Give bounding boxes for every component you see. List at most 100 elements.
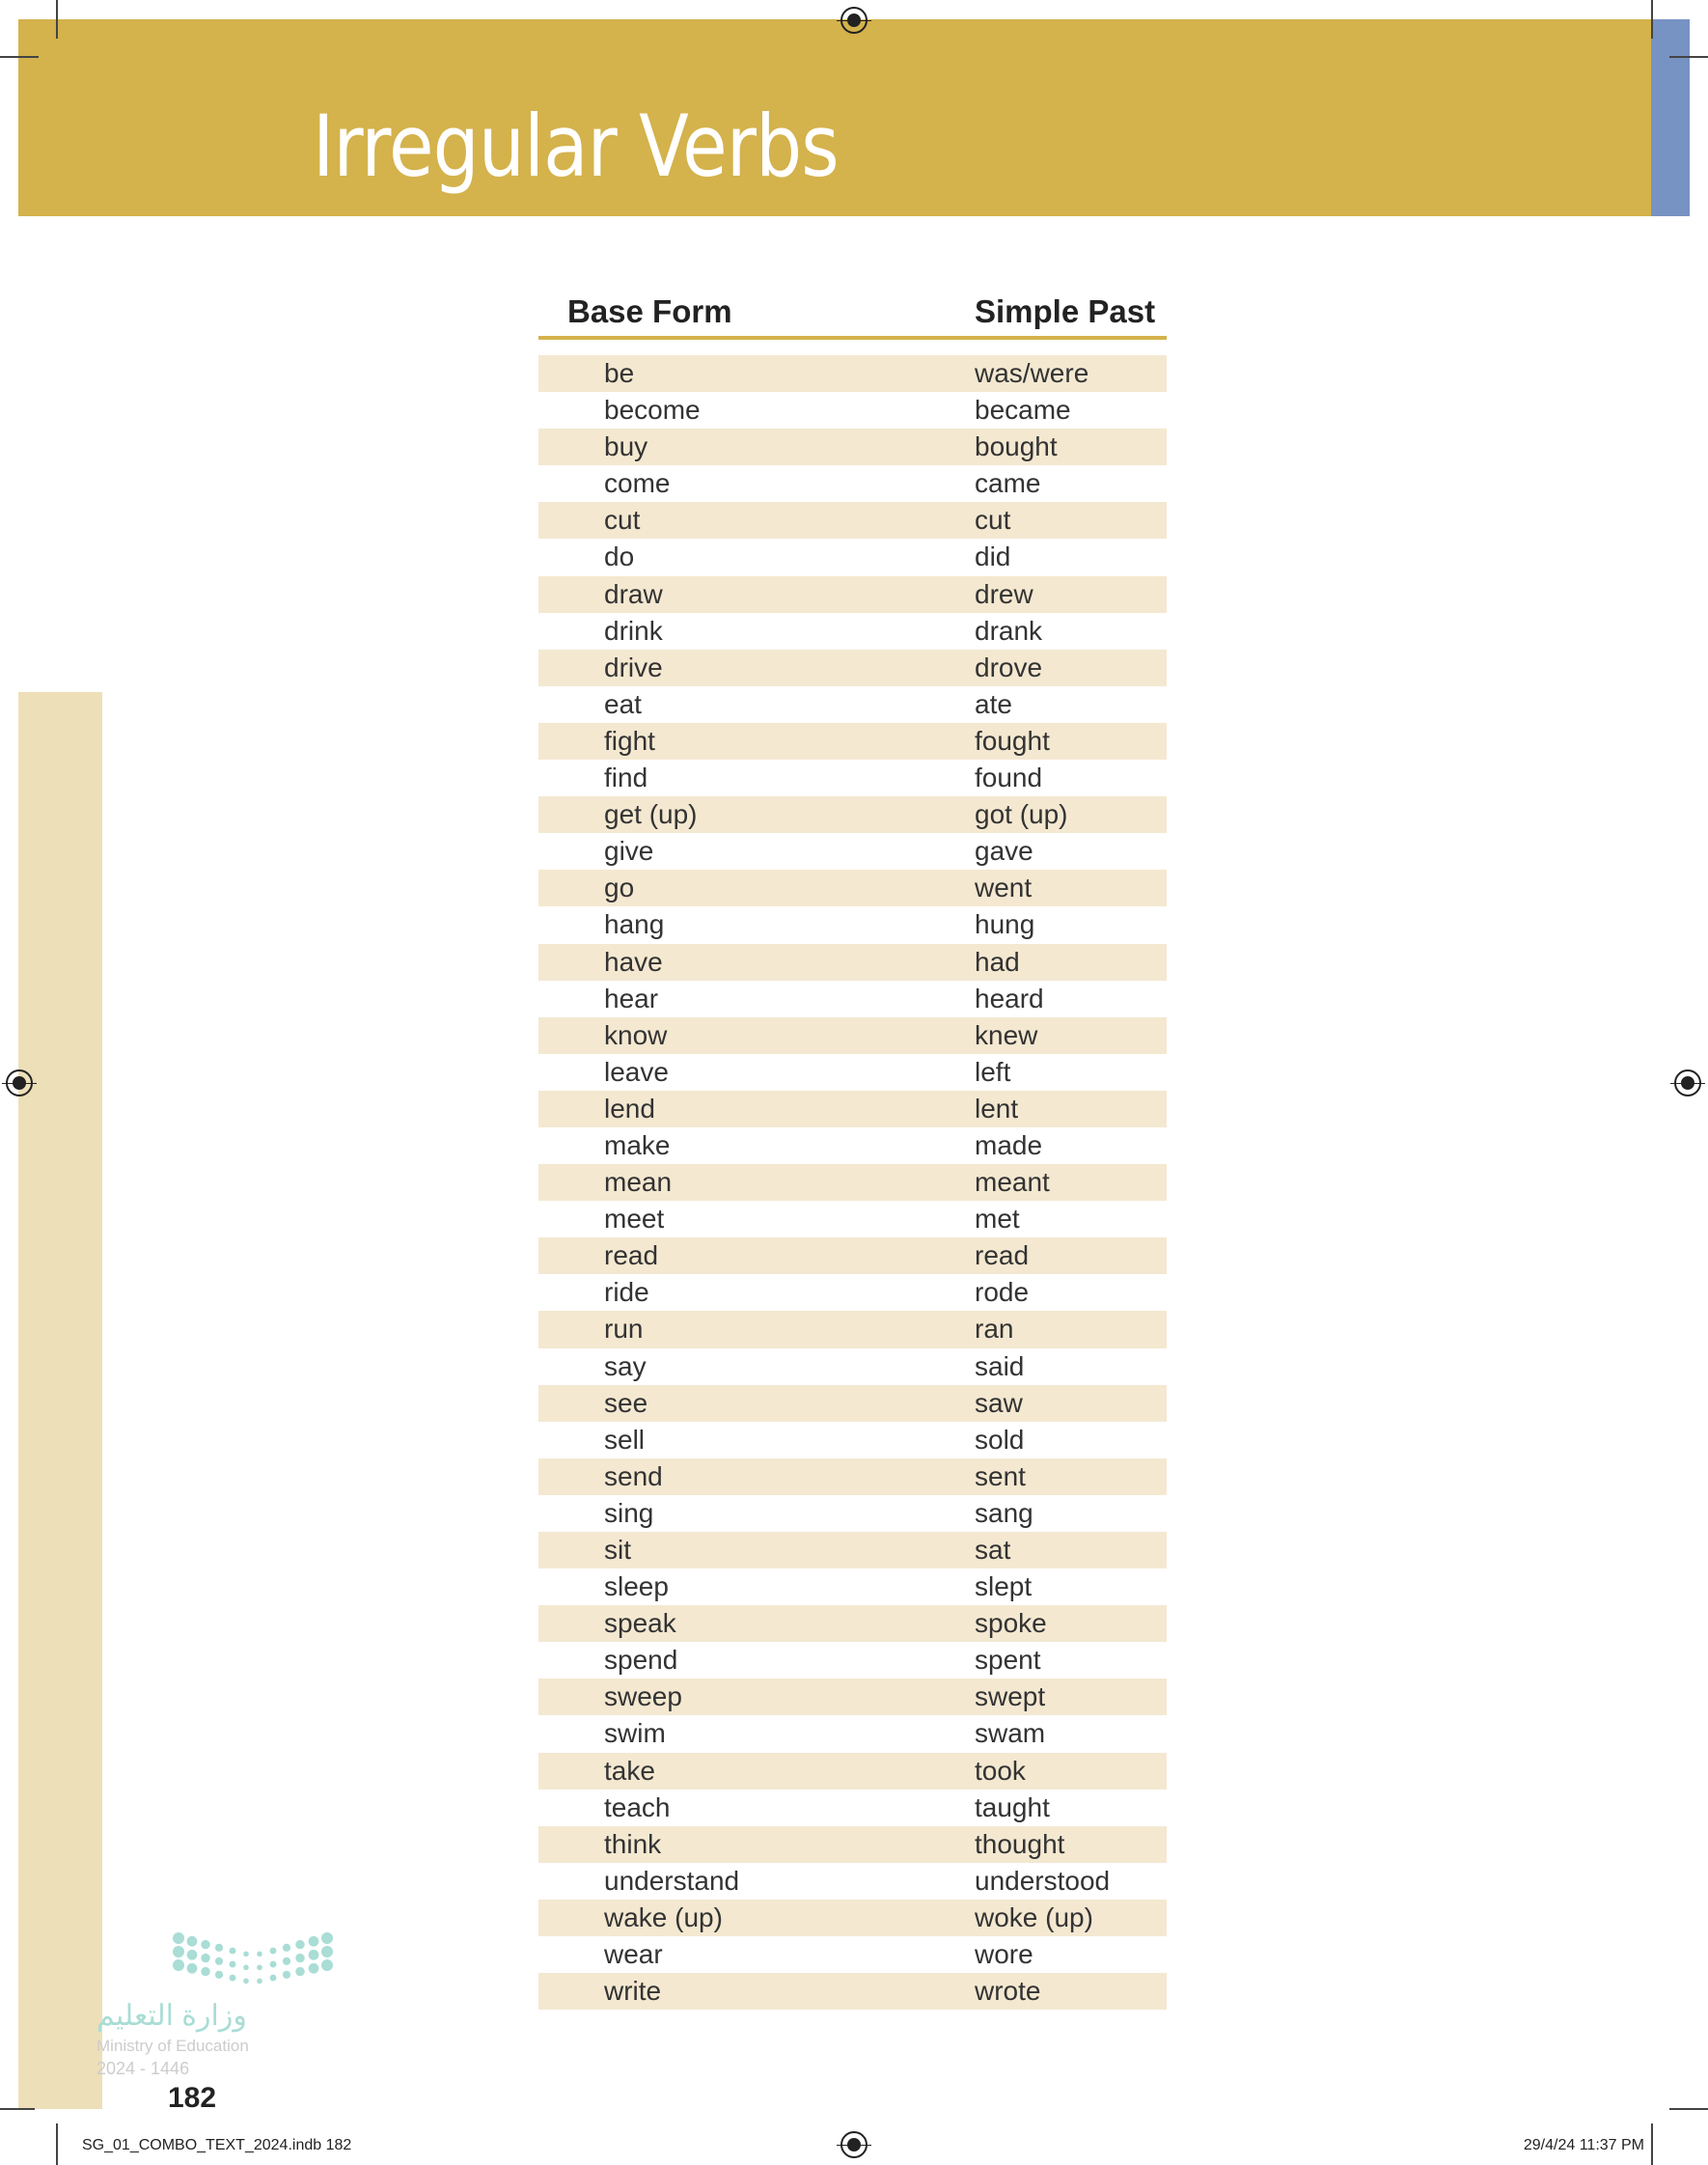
simple-past-cell: fought	[975, 725, 1050, 756]
simple-past-cell: slept	[975, 1571, 1033, 1602]
watermark-arabic: وزارة التعليم	[96, 2000, 247, 2032]
simple-past-cell: found	[975, 763, 1043, 793]
table-row: sell sold	[538, 1422, 1167, 1458]
table-row: sit sat	[538, 1532, 1167, 1569]
table-row: take took	[538, 1752, 1167, 1790]
simple-past-cell: ate	[975, 688, 1012, 719]
page-title: Irregular Verbs	[313, 97, 840, 196]
base-form-cell: go	[604, 873, 635, 903]
logo-dot	[282, 1970, 291, 1979]
logo-dot	[229, 1974, 236, 1982]
base-form-cell: drink	[604, 615, 663, 646]
table-row: understand understood	[538, 1863, 1167, 1900]
base-form-cell: hang	[604, 909, 665, 940]
simple-past-cell: became	[975, 395, 1071, 426]
table-row: think thought	[538, 1825, 1167, 1863]
crop-mark	[0, 2108, 35, 2110]
base-form-cell: say	[604, 1350, 647, 1381]
base-form-cell: wake (up)	[604, 1901, 723, 1932]
simple-past-cell: ran	[975, 1314, 1014, 1345]
logo-dot	[214, 1943, 224, 1952]
base-form-cell: think	[604, 1828, 662, 1859]
table-header: Base Form Simple Past	[538, 290, 1167, 340]
watermark-english: Ministry of Education	[96, 2037, 249, 2055]
table-row: ride rode	[538, 1274, 1167, 1311]
table-row: send sent	[538, 1457, 1167, 1495]
logo-dot	[269, 1960, 277, 1968]
simple-past-cell: sold	[975, 1424, 1025, 1455]
table-row: spend spent	[538, 1642, 1167, 1679]
table-row: sleep slept	[538, 1568, 1167, 1605]
table-row: run ran	[538, 1311, 1167, 1348]
logo-dot	[186, 1935, 198, 1947]
logo-dot	[186, 1949, 198, 1960]
table-row: leave left	[538, 1054, 1167, 1091]
base-form-cell: sing	[604, 1497, 654, 1528]
simple-past-cell: came	[975, 468, 1041, 499]
simple-past-cell: drove	[975, 652, 1043, 682]
simple-past-cell: sang	[975, 1497, 1033, 1528]
base-form-cell: eat	[604, 688, 642, 719]
header-base-form: Base Form	[567, 293, 732, 329]
simple-past-cell: made	[975, 1129, 1043, 1160]
logo-dot	[229, 1947, 236, 1955]
base-form-cell: mean	[604, 1167, 673, 1198]
table-row: wear wore	[538, 1936, 1167, 1973]
table-row: say said	[538, 1348, 1167, 1385]
footer-date: 29/4/24 11:37 PM	[1523, 2137, 1644, 2153]
table-row: sweep swept	[538, 1679, 1167, 1716]
base-form-cell: take	[604, 1755, 655, 1786]
table-body: be was/were become became buy bought come came c…	[538, 355, 1167, 2011]
blue-tab	[1651, 19, 1690, 216]
simple-past-cell: woke (up)	[975, 1901, 1093, 1932]
base-form-cell: meet	[604, 1204, 665, 1235]
table-row: fight fought	[538, 722, 1167, 761]
simple-past-cell: drew	[975, 578, 1033, 609]
logo-dot	[257, 1964, 262, 1971]
logo-dot	[229, 1960, 236, 1968]
watermark-year: 2024 - 1446	[96, 2059, 190, 2078]
base-form-cell: draw	[604, 578, 663, 609]
table-row: have had	[538, 943, 1167, 981]
table-row: drink drank	[538, 613, 1167, 650]
table-row: draw drew	[538, 575, 1167, 613]
simple-past-cell: went	[975, 873, 1033, 903]
crop-mark	[0, 56, 39, 58]
base-form-cell: hear	[604, 983, 659, 1013]
simple-past-cell: got (up)	[975, 799, 1068, 830]
logo-dot	[173, 1959, 184, 1971]
simple-past-cell: left	[975, 1056, 1011, 1087]
simple-past-cell: taught	[975, 1791, 1050, 1822]
logo-dot	[214, 1970, 224, 1979]
simple-past-cell: meant	[975, 1167, 1050, 1198]
base-form-cell: send	[604, 1460, 663, 1491]
page-number: 182	[168, 2082, 217, 2114]
logo-dot	[243, 1964, 249, 1971]
logo-dot	[186, 1962, 198, 1974]
simple-past-cell: swept	[975, 1681, 1046, 1712]
base-form-cell: become	[604, 395, 701, 426]
base-form-cell: sit	[604, 1535, 631, 1565]
simple-past-cell: swam	[975, 1718, 1046, 1749]
table-row: find found	[538, 760, 1167, 796]
base-form-cell: write	[604, 1976, 662, 2007]
simple-past-cell: heard	[975, 983, 1044, 1013]
base-form-cell: speak	[604, 1608, 676, 1639]
base-form-cell: have	[604, 946, 663, 977]
base-form-cell: run	[604, 1314, 644, 1345]
simple-past-cell: thought	[975, 1828, 1065, 1859]
logo-dot	[173, 1946, 184, 1957]
base-form-cell: be	[604, 358, 635, 388]
logo-dot	[243, 1951, 249, 1957]
table-row: eat ate	[538, 686, 1167, 723]
base-form-cell: fight	[604, 725, 655, 756]
table-row: swim swam	[538, 1715, 1167, 1752]
base-form-cell: ride	[604, 1277, 649, 1308]
logo-dot	[321, 1932, 333, 1944]
table-row: meet met	[538, 1201, 1167, 1237]
table-row: get (up) got (up)	[538, 796, 1167, 834]
simple-past-cell: read	[975, 1240, 1030, 1271]
table-row: know knew	[538, 1016, 1167, 1054]
base-form-cell: make	[604, 1129, 671, 1160]
simple-past-cell: did	[975, 541, 1011, 572]
